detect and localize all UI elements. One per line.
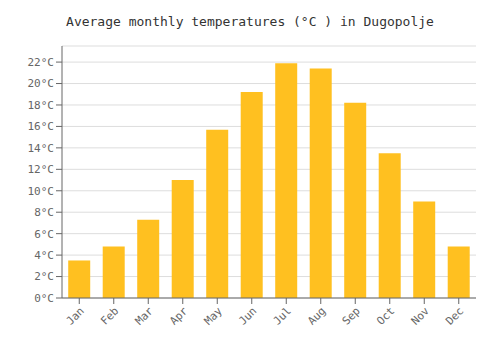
svg-text:Sep: Sep [340, 304, 363, 327]
svg-text:Aug: Aug [305, 304, 328, 327]
svg-text:Mar: Mar [133, 304, 157, 328]
svg-text:Dec: Dec [443, 304, 466, 327]
svg-text:May: May [202, 304, 226, 328]
svg-text:20°C: 20°C [28, 77, 55, 90]
svg-text:Jul: Jul [271, 304, 294, 327]
html-text:Average monthly temperatures (: Average monthly temperatures (°C ) in Du… [66, 14, 434, 29]
svg-text:Feb: Feb [98, 304, 121, 327]
svg-text:4°C: 4°C [34, 249, 54, 262]
svg-text:Jun: Jun [236, 304, 259, 327]
svg-text:Jan: Jan [64, 304, 87, 327]
svg-text:10°C: 10°C [28, 185, 55, 198]
svg-text:8°C: 8°C [34, 206, 54, 219]
svg-text:0°C: 0°C [34, 292, 54, 305]
svg-text:14°C: 14°C [28, 142, 55, 155]
svg-text:22°C: 22°C [28, 56, 55, 69]
svg-text:2°C: 2°C [34, 270, 54, 283]
svg-text:Apr: Apr [167, 304, 191, 328]
svg-text:6°C: 6°C [34, 228, 54, 241]
svg-text:Oct: Oct [374, 304, 397, 327]
svg-text:16°C: 16°C [28, 120, 55, 133]
svg-text:Nov: Nov [409, 304, 433, 328]
svg-text:18°C: 18°C [28, 99, 55, 112]
svg-text:12°C: 12°C [28, 163, 55, 176]
